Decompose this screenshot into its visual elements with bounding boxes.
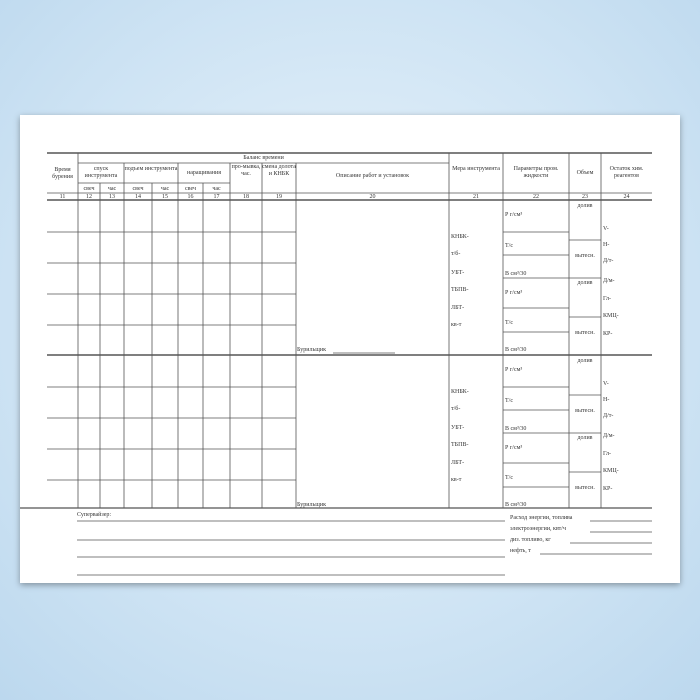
param-label: В см³/30 <box>505 347 527 353</box>
reagent-label: Гл- <box>603 451 612 457</box>
param-label: В см³/30 <box>505 271 527 277</box>
reagent-label: КМЦ- <box>603 313 619 319</box>
param-label: Р г/см³ <box>505 445 523 451</box>
form-label: Время бурения <box>52 167 73 180</box>
form-label: вытесн. <box>575 408 595 414</box>
column-number: 15 <box>162 194 168 200</box>
reagent-label: Д/т- <box>603 258 614 264</box>
form-label: диз. топливо, кг <box>510 537 551 543</box>
tool-label: кв-т <box>451 477 462 483</box>
column-number: 23 <box>582 194 588 200</box>
form-label: Мера инструмента <box>452 166 500 172</box>
form-label: вытесн. <box>575 330 595 336</box>
column-number: 21 <box>473 194 479 200</box>
form-label: Баланс времени <box>243 155 284 161</box>
param-label: Т/с <box>505 320 513 326</box>
tool-label: ТБПВ- <box>451 287 469 293</box>
column-number: 20 <box>369 194 376 200</box>
reagent-label: Д/м- <box>603 278 615 284</box>
param-label: Т/с <box>505 398 513 404</box>
column-number: 11 <box>59 194 66 200</box>
param-label: В см³/30 <box>505 502 527 508</box>
tool-label: т/б- <box>451 251 461 257</box>
reagent-label: Д/м- <box>603 433 615 439</box>
form-label: долив <box>577 203 593 209</box>
driller-label: Бурильщик <box>297 347 326 353</box>
form-label: Расход энергии, топлива <box>510 515 573 521</box>
form-label: свеч <box>185 186 196 192</box>
form-label: смена долота и КНБК <box>262 164 296 177</box>
reagent-label: КМЦ- <box>603 468 619 474</box>
column-number: 13 <box>109 194 115 200</box>
form-label: Супервайзер: <box>77 512 112 518</box>
param-label: Р г/см³ <box>505 290 523 296</box>
driller-label: Бурильщик <box>297 502 326 508</box>
tool-label: кв-т <box>451 322 462 328</box>
column-number: 12 <box>86 194 92 200</box>
form-label: свеч <box>83 186 95 192</box>
reagent-label: Д/т- <box>603 413 614 419</box>
form-label: час <box>160 186 170 192</box>
form-label: час <box>107 186 117 192</box>
form-sheet: Баланс времени Время бурения спуск инструм… <box>20 115 680 583</box>
param-label: Р г/см³ <box>505 367 523 373</box>
param-label: В см³/30 <box>505 426 527 432</box>
form-label: долив <box>577 280 593 286</box>
form-label: вытесн. <box>575 485 595 491</box>
form-label: электроэнергии, квт/ч <box>510 526 566 532</box>
reagent-label: КР- <box>603 486 613 492</box>
form-grid-lines <box>20 152 652 576</box>
form-label: вытесн. <box>575 253 595 259</box>
column-number: 19 <box>276 194 282 200</box>
tool-label: КНБК- <box>451 234 469 240</box>
reagent-label: Н- <box>603 242 610 248</box>
column-number: 24 <box>623 194 630 200</box>
reagent-label: Гл- <box>603 296 612 302</box>
form-label: подъем инструмента <box>124 166 178 172</box>
form-label: долив <box>577 358 593 364</box>
column-number: 17 <box>213 194 220 200</box>
form-label: свеч <box>132 186 144 192</box>
tool-label: УБТ- <box>451 425 465 431</box>
reagent-label: КР- <box>603 331 613 337</box>
form-label: нефть, т <box>510 548 531 554</box>
tool-label: КНБК- <box>451 389 469 395</box>
param-label: Т/с <box>505 243 513 249</box>
tool-label: т/б- <box>451 406 461 412</box>
form-label: Описание работ и установок <box>335 173 410 179</box>
tool-label: ЛБТ- <box>451 460 465 466</box>
param-label: Т/с <box>505 475 513 481</box>
form-label: Параметры пром. жидкости <box>513 166 559 179</box>
form-label: про-мывка, час. <box>231 164 261 177</box>
tool-label: УБТ- <box>451 270 465 276</box>
column-number: 22 <box>533 194 539 200</box>
tool-label: ТБПВ- <box>451 442 469 448</box>
column-number: 18 <box>243 194 249 200</box>
tool-label: ЛБТ- <box>451 305 465 311</box>
form-label: Объем <box>576 170 594 176</box>
form-label: Остаток хим. реагентов <box>609 166 644 179</box>
param-label: Р г/см³ <box>505 212 523 218</box>
column-number: 14 <box>135 194 141 200</box>
form-label: спуск инструмента <box>84 166 118 179</box>
reagent-label: Н- <box>603 397 610 403</box>
reagent-label: V- <box>603 226 609 232</box>
form-label: час <box>212 186 221 192</box>
column-number: 16 <box>187 194 194 200</box>
form-label: долив <box>577 435 593 441</box>
reagent-label: V- <box>603 381 609 387</box>
form-label: наращивания <box>187 170 221 176</box>
